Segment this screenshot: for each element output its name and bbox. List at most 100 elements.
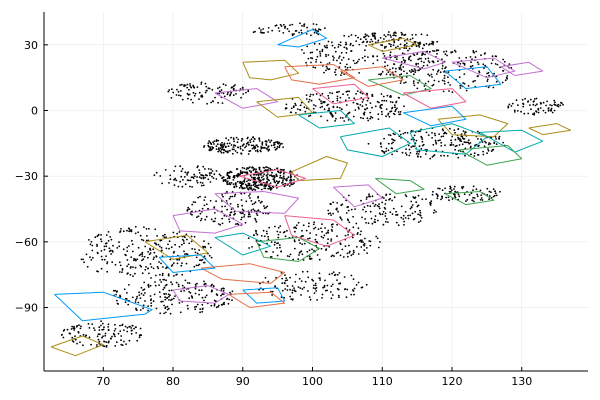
- scatter-point: [250, 184, 253, 187]
- scatter-point: [300, 29, 303, 32]
- scatter-point: [345, 43, 348, 45]
- scatter-point: [169, 174, 172, 177]
- scatter-point: [447, 71, 450, 73]
- scatter-point: [454, 194, 456, 196]
- scatter-point: [300, 101, 303, 104]
- scatter-point: [121, 271, 123, 273]
- scatter-point: [385, 115, 387, 118]
- scatter-point: [362, 117, 364, 120]
- scatter-point: [226, 190, 228, 193]
- scatter-point: [305, 98, 308, 100]
- scatter-point: [136, 258, 139, 261]
- scatter-point: [226, 93, 229, 96]
- scatter-point: [97, 333, 100, 335]
- scatter-point: [245, 168, 248, 171]
- scatter-point: [413, 134, 416, 137]
- scatter-point: [338, 282, 340, 285]
- scatter-point: [270, 139, 273, 142]
- scatter-point: [171, 303, 173, 306]
- scatter-point: [355, 62, 358, 64]
- scatter-point: [107, 329, 110, 332]
- scatter-point: [470, 192, 473, 195]
- scatter-point: [202, 307, 204, 310]
- scatter-point: [324, 46, 327, 49]
- scatter-point: [382, 210, 385, 213]
- scatter-point: [417, 62, 420, 65]
- scatter-point: [381, 44, 384, 47]
- scatter-point: [365, 45, 367, 47]
- scatter-point: [149, 252, 152, 254]
- scatter-point: [353, 251, 355, 254]
- scatter-point: [524, 97, 526, 100]
- scatter-point: [132, 275, 134, 277]
- scatter-point: [366, 41, 368, 43]
- scatter-point: [386, 64, 389, 67]
- scatter-point: [199, 219, 202, 222]
- scatter-point: [213, 303, 216, 305]
- scatter-point: [412, 82, 415, 84]
- scatter-point: [310, 99, 313, 102]
- scatter-point: [253, 178, 256, 180]
- scatter-point: [263, 146, 266, 149]
- scatter-point: [447, 81, 450, 84]
- scatter-point: [263, 205, 265, 207]
- scatter-point: [233, 213, 235, 216]
- scatter-point: [102, 328, 105, 331]
- scatter-point: [332, 55, 334, 58]
- scatter-point: [232, 183, 235, 186]
- scatter-point: [230, 208, 233, 211]
- scatter-point: [331, 272, 333, 275]
- scatter-point: [486, 80, 489, 82]
- scatter-point: [420, 136, 423, 139]
- scatter-point: [430, 200, 433, 203]
- scatter-point: [346, 94, 349, 96]
- scatter-point: [372, 202, 374, 205]
- scatter-point: [207, 168, 210, 170]
- scatter-point: [167, 274, 170, 277]
- scatter-point: [314, 28, 317, 31]
- scatter-point: [181, 243, 183, 246]
- scatter-point: [260, 174, 262, 176]
- scatter-point: [166, 305, 169, 308]
- scatter-point: [209, 199, 212, 202]
- scatter-point: [210, 290, 213, 293]
- scatter-point: [377, 219, 379, 222]
- scatter-point: [261, 141, 264, 144]
- scatter-point: [265, 140, 267, 143]
- scatter-point: [131, 239, 133, 242]
- scatter-point: [346, 206, 349, 209]
- scatter-point: [374, 105, 377, 108]
- scatter-point: [310, 57, 312, 59]
- scatter-point: [404, 211, 407, 213]
- scatter-point: [229, 214, 231, 216]
- scatter-point: [445, 196, 447, 199]
- scatter-point: [480, 197, 483, 199]
- scatter-point: [223, 144, 226, 146]
- scatter-point: [186, 92, 189, 95]
- scatter-point: [366, 252, 368, 255]
- scatter-point: [137, 231, 140, 234]
- scatter-point: [265, 147, 268, 150]
- scatter-point: [285, 179, 288, 182]
- scatter-point: [335, 209, 338, 211]
- scatter-point: [158, 284, 161, 286]
- scatter-point: [421, 198, 424, 201]
- scatter-point: [74, 338, 77, 341]
- scatter-point: [328, 107, 330, 110]
- scatter-point: [279, 176, 281, 179]
- scatter-point: [415, 139, 418, 142]
- scatter-point: [162, 300, 164, 303]
- scatter-point: [448, 90, 450, 92]
- scatter-point: [260, 147, 263, 150]
- scatter-point: [443, 70, 446, 73]
- scatter-point: [118, 261, 121, 264]
- series-line: [333, 184, 383, 208]
- scatter-point: [366, 93, 369, 96]
- scatter-point: [191, 213, 193, 216]
- scatter-point: [389, 211, 392, 214]
- scatter-point: [207, 87, 210, 90]
- scatter-point: [127, 303, 130, 306]
- scatter-point: [436, 40, 439, 43]
- series-line: [382, 50, 446, 70]
- scatter-point: [232, 87, 235, 90]
